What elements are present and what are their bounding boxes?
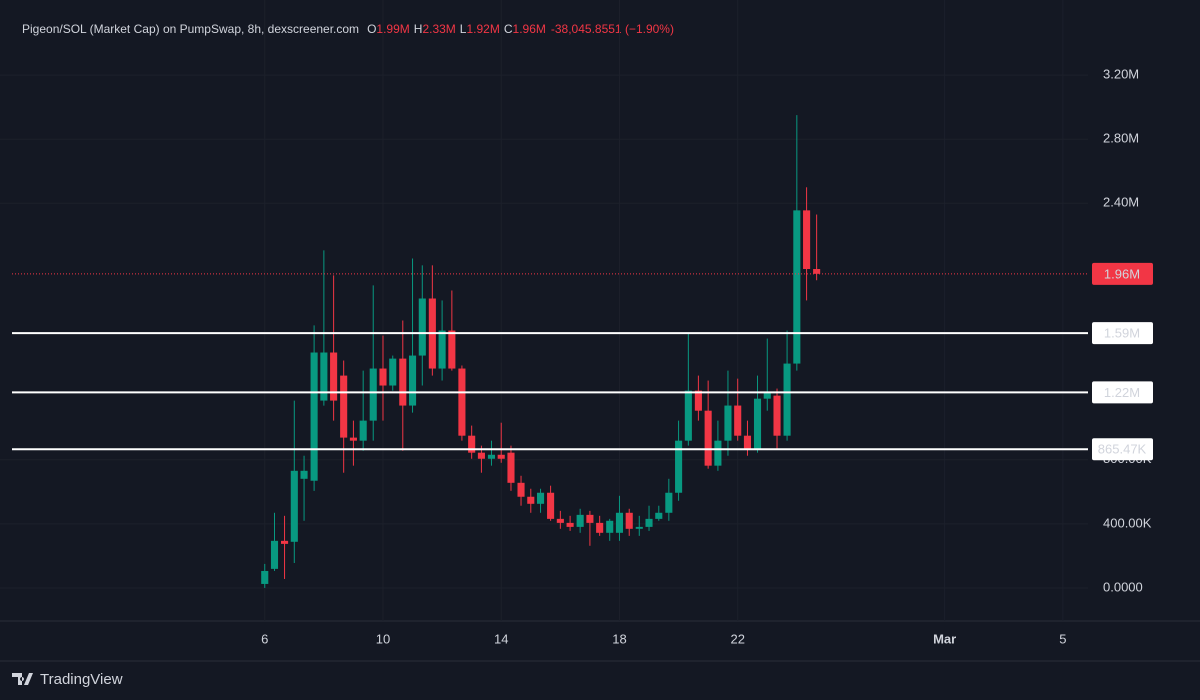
candle-body [625, 512, 633, 529]
ohlc-key: O [367, 22, 376, 36]
candle-body [448, 330, 456, 369]
candle-body [743, 435, 752, 449]
x-tick-label: 5 [1059, 631, 1066, 646]
candle-body [379, 368, 387, 386]
price-tag-label: 865.47K [1098, 442, 1147, 457]
change: -38,045.8551 (−1.90%) [551, 22, 674, 36]
candle-body [349, 437, 357, 441]
candle-body [606, 520, 614, 533]
candle-body [320, 352, 328, 401]
ohlc-value: 1.92M [466, 22, 499, 36]
candle-body [773, 395, 781, 436]
y-tick-label: 400.00K [1103, 515, 1152, 530]
price-tag [1092, 322, 1153, 345]
candle-body [281, 540, 289, 544]
candle-body [655, 512, 663, 519]
ohlc-key: C [504, 22, 513, 36]
candle-body [803, 210, 811, 270]
candle-body [438, 330, 446, 369]
y-tick-label: 0.0000 [1103, 579, 1143, 594]
header-title: Pigeon/SOL (Market Cap) on PumpSwap, 8h,… [22, 22, 359, 36]
last-price-tag [1092, 262, 1153, 285]
price-tag [1092, 381, 1153, 404]
candle-body [684, 390, 692, 441]
candle-body [468, 435, 476, 453]
candle-body [408, 355, 417, 406]
candle-body [675, 440, 683, 493]
candle-body [359, 420, 367, 441]
x-tick-label: 22 [730, 631, 744, 646]
candle-body [517, 482, 525, 497]
candle-body [566, 522, 574, 527]
x-tick-label: 14 [494, 631, 508, 646]
ohlc-value: 1.96M [513, 22, 546, 36]
price-tag [1092, 438, 1153, 461]
candle-body [813, 269, 821, 274]
candle-body [596, 522, 604, 533]
candle-body [497, 454, 505, 459]
x-tick-label: 18 [612, 631, 626, 646]
candle-body [734, 405, 742, 436]
tradingview-logo: TradingView [12, 671, 123, 688]
candle-body [753, 398, 762, 449]
candle-body [763, 392, 771, 399]
x-tick-label: 10 [376, 631, 390, 646]
candle-body [340, 375, 348, 438]
candle-body [300, 470, 308, 479]
candle-body [704, 410, 712, 466]
candle-body [418, 298, 426, 356]
candle-body [477, 452, 485, 459]
candle-body [536, 492, 545, 504]
candle-body [783, 363, 791, 436]
candle-body [310, 352, 318, 481]
candle-body [615, 512, 624, 533]
last-price-label: 1.96M [1104, 266, 1140, 281]
candle-body [576, 514, 584, 527]
candle-body [724, 405, 732, 441]
candle-body [458, 368, 466, 436]
candle-body [507, 452, 515, 483]
candle-body [556, 518, 564, 523]
candle-body [330, 352, 338, 401]
header: Pigeon/SOL (Market Cap) on PumpSwap, 8h,… [22, 22, 674, 36]
candle-body [369, 368, 377, 421]
candle-body [487, 454, 496, 459]
y-tick-label: 2.80M [1103, 131, 1139, 146]
candle-body [270, 540, 279, 569]
logo-icon [12, 673, 33, 685]
price-tag-label: 1.59M [1104, 326, 1140, 341]
y-tick-label: 3.20M [1103, 67, 1139, 82]
y-tick-label: 2.40M [1103, 195, 1139, 210]
candle-body [635, 526, 643, 529]
candle-body [694, 390, 702, 411]
candle-body [645, 518, 653, 527]
x-tick-label: Mar [933, 631, 956, 646]
candle-body [793, 210, 801, 364]
grid [0, 0, 1088, 621]
ohlc-key: L [460, 22, 467, 36]
brand: TradingView [40, 671, 123, 688]
price-tag-label: 1.22M [1104, 385, 1140, 400]
candle-body [665, 492, 673, 513]
candle-body [547, 492, 555, 519]
ohlc-key: H [414, 22, 423, 36]
ohlc-value: 2.33M [422, 22, 455, 36]
candle-body [527, 496, 535, 504]
candle-body [714, 440, 722, 466]
candle-body [261, 570, 269, 584]
candle-body [399, 358, 407, 406]
ohlc-value: 1.99M [376, 22, 409, 36]
candle-body [290, 470, 298, 542]
x-tick-label: 6 [261, 631, 268, 646]
candle-body [389, 358, 397, 386]
candle-body [586, 514, 594, 523]
